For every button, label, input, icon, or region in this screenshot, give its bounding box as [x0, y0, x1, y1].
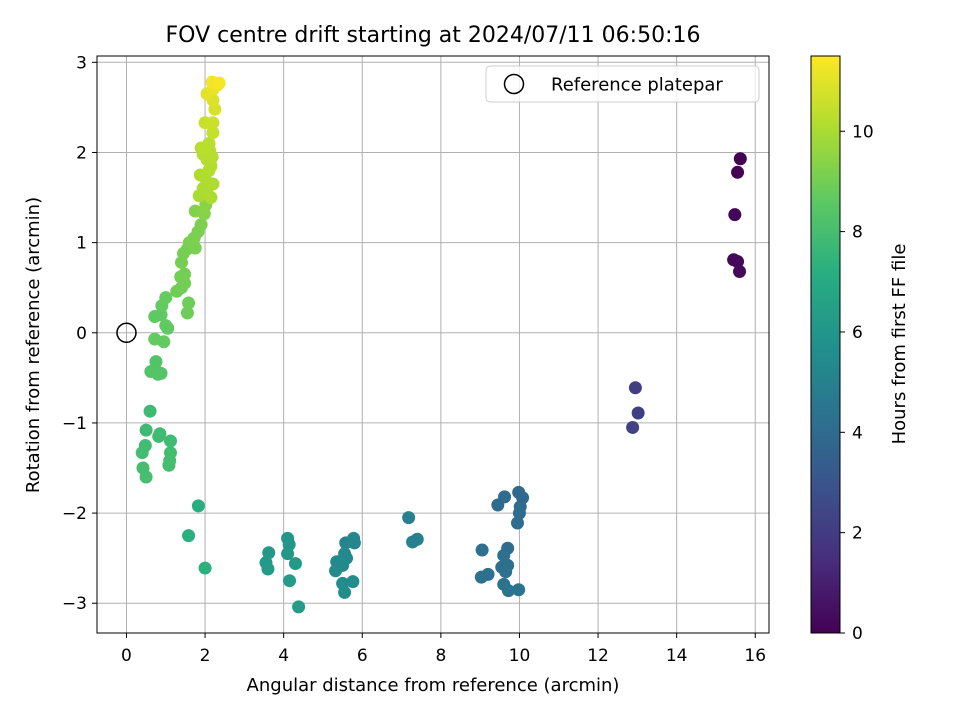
data-point — [338, 585, 352, 599]
x-tick-label: 14 — [666, 646, 688, 666]
data-point — [157, 335, 171, 349]
data-point — [182, 296, 196, 310]
data-point — [261, 562, 275, 576]
data-point — [139, 423, 153, 437]
x-axis-label: Angular distance from reference (arcmin) — [247, 675, 620, 696]
data-point — [182, 529, 196, 543]
data-point — [281, 547, 295, 561]
reference-marker — [116, 322, 137, 344]
colorbar-ticks: 0 2 4 6 8 10 — [840, 122, 874, 644]
chart-title: FOV centre drift starting at 2024/07/11 … — [166, 23, 701, 48]
x-tick-label: 2 — [200, 646, 211, 666]
x-axis-ticks: 0 2 4 6 8 10 12 14 16 — [121, 633, 766, 666]
data-point — [733, 264, 747, 278]
x-tick-label: 0 — [121, 646, 132, 666]
data-point — [212, 76, 226, 90]
data-point — [149, 355, 163, 369]
data-point — [292, 600, 306, 614]
reference-platepar-circle — [116, 322, 137, 344]
y-tick-label: −2 — [62, 504, 87, 524]
data-point — [497, 548, 511, 562]
data-point — [733, 152, 747, 166]
x-tick-label: 10 — [509, 646, 531, 666]
legend-box — [485, 65, 760, 103]
data-point — [161, 321, 175, 335]
y-axis-label: Rotation from reference (arcmin) — [23, 197, 44, 493]
data-point — [204, 191, 218, 205]
data-point — [196, 182, 210, 196]
y-tick-label: −1 — [62, 414, 87, 434]
data-point — [731, 165, 745, 179]
data-point — [152, 429, 166, 443]
grid-lines — [97, 56, 769, 633]
data-point — [512, 583, 526, 597]
data-point — [501, 584, 515, 598]
colorbar-label: Hours from first FF file — [889, 244, 910, 445]
colorbar-tick-label: 8 — [852, 223, 863, 243]
data-point — [283, 574, 297, 588]
scatter-points — [135, 75, 747, 614]
colorbar-tick-label: 10 — [852, 122, 874, 142]
data-point — [202, 136, 216, 150]
data-point — [143, 404, 157, 418]
x-tick-label: 8 — [435, 646, 446, 666]
data-point — [628, 381, 642, 395]
y-tick-label: 3 — [76, 53, 87, 73]
data-point — [206, 116, 220, 130]
y-axis-ticks: −3 −2 −1 0 1 2 3 — [62, 53, 97, 614]
colorbar-tick-label: 2 — [852, 524, 863, 544]
legend-entry: Reference platepar — [551, 75, 723, 96]
data-point — [410, 532, 424, 546]
x-tick-label: 6 — [357, 646, 368, 666]
data-point — [139, 470, 153, 484]
x-tick-label: 16 — [744, 646, 766, 666]
x-tick-label: 12 — [587, 646, 609, 666]
data-point — [631, 406, 645, 420]
x-tick-label: 4 — [278, 646, 289, 666]
data-point — [510, 516, 524, 530]
data-point — [499, 565, 513, 579]
data-point — [329, 564, 343, 578]
y-tick-label: −3 — [62, 594, 87, 614]
colorbar-gradient — [811, 56, 840, 633]
colorbar: 0 2 4 6 8 10 Hours from first FF file — [810, 55, 910, 644]
data-point — [180, 306, 194, 320]
data-point — [151, 367, 165, 381]
data-point — [347, 536, 361, 550]
data-point — [194, 218, 208, 232]
data-point — [135, 446, 149, 460]
colorbar-tick-label: 0 — [852, 624, 863, 644]
data-point — [163, 434, 177, 448]
data-point — [288, 557, 302, 571]
data-point — [491, 498, 505, 512]
data-point — [474, 570, 488, 584]
data-point — [262, 546, 276, 560]
data-point — [198, 561, 212, 575]
colorbar-tick-label: 6 — [852, 323, 863, 343]
data-point — [475, 543, 489, 557]
plot-frame — [96, 55, 770, 634]
data-point — [731, 255, 745, 269]
data-point — [728, 208, 742, 222]
data-point — [188, 241, 202, 255]
data-point — [159, 291, 173, 305]
data-point — [178, 267, 192, 281]
data-point — [512, 506, 526, 520]
data-point — [626, 420, 640, 434]
data-point — [346, 575, 360, 589]
data-point — [162, 458, 176, 472]
data-point — [402, 511, 416, 525]
y-tick-label: 1 — [76, 234, 87, 254]
y-tick-label: 2 — [76, 143, 87, 163]
colorbar-frame — [810, 55, 841, 634]
data-point — [191, 499, 205, 513]
colorbar-tick-label: 4 — [852, 423, 863, 443]
data-point — [206, 126, 220, 140]
legend-marker-circle-icon — [503, 73, 525, 95]
y-tick-label: 0 — [76, 324, 87, 344]
legend: Reference platepar — [485, 65, 760, 103]
